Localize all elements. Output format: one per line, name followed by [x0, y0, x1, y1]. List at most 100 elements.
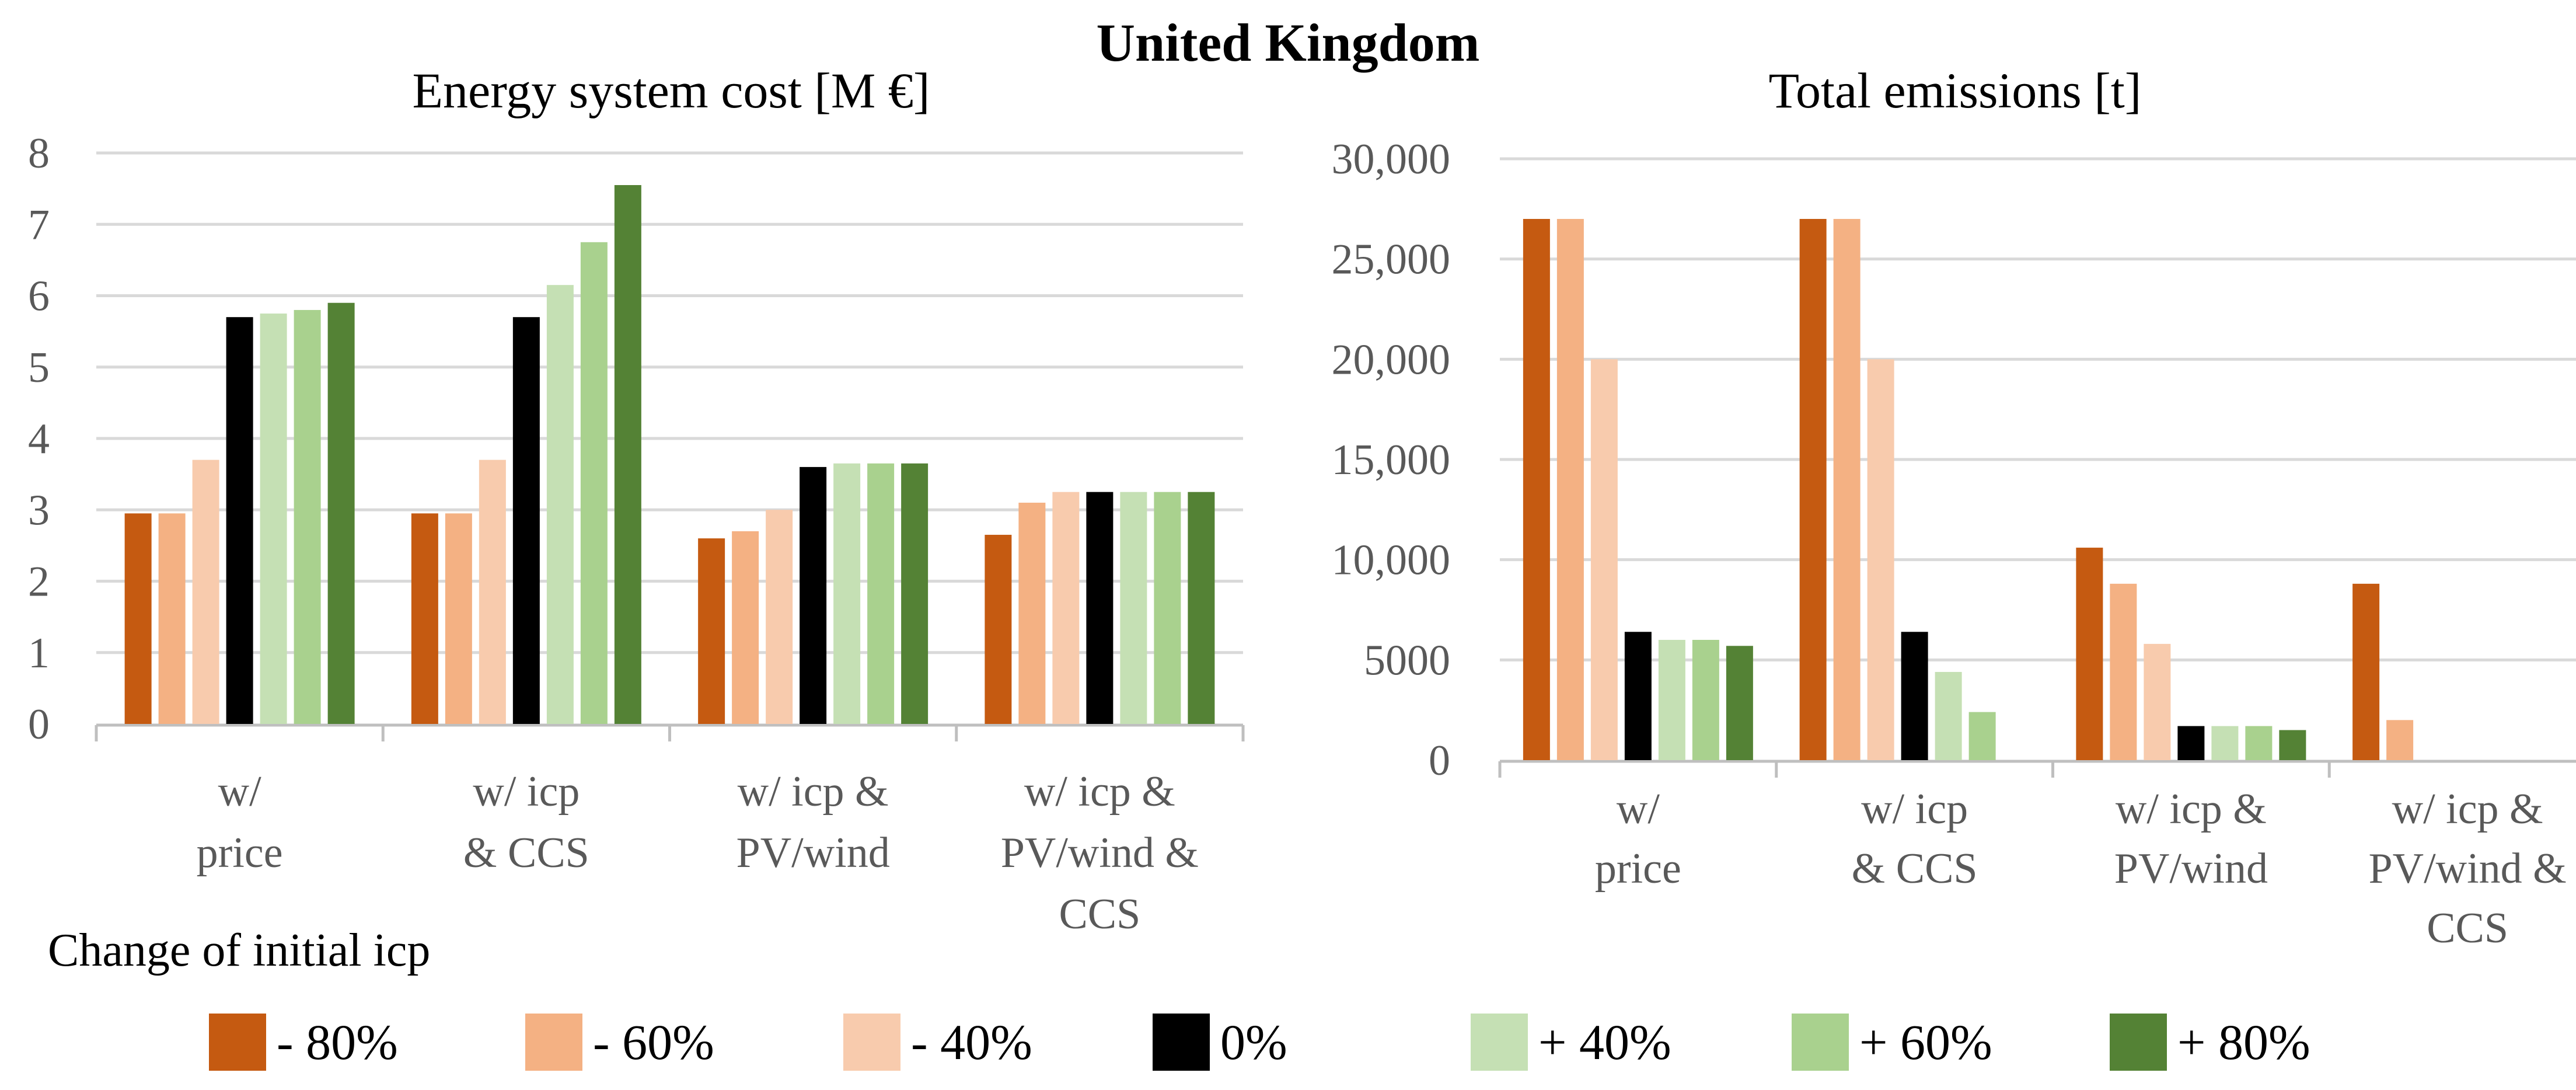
y-tick-label: 2 — [28, 558, 50, 606]
y-tick-label: 10,000 — [1332, 537, 1451, 584]
y-tick-label: 5000 — [1364, 636, 1450, 684]
bar — [732, 531, 759, 724]
bar — [546, 285, 574, 725]
bar — [1867, 359, 1894, 760]
legend-item: 0% — [1153, 1010, 1287, 1074]
figure-title: United Kingdom — [1096, 13, 1480, 72]
y-tick-label: 6 — [28, 273, 50, 321]
category-label: PV/wind — [737, 829, 890, 877]
bar — [411, 513, 438, 724]
y-tick-label: 8 — [28, 130, 50, 177]
legend-item: + 80% — [2110, 1010, 2310, 1074]
legend-swatch — [209, 1014, 266, 1071]
legend-swatch — [2110, 1014, 2167, 1071]
bar — [1052, 492, 1080, 724]
category-label: price — [197, 829, 283, 877]
energy-cost-chart: 0 1 2 3 4 5 6 7 8 w/price w/ icp & CCS w/ icp & PV/wi… — [28, 130, 1245, 938]
bar — [2279, 730, 2306, 760]
bar — [2386, 720, 2414, 760]
y-tick-label: 15,000 — [1332, 436, 1451, 484]
bar — [2177, 726, 2205, 760]
bar — [1799, 219, 1827, 760]
bar — [1556, 219, 1584, 760]
legend-swatch — [1471, 1014, 1528, 1071]
bar — [614, 185, 641, 724]
y-tick-label: 30,000 — [1332, 135, 1451, 183]
bar — [124, 513, 152, 724]
bar — [1590, 359, 1618, 760]
bar — [2110, 583, 2137, 760]
y-tick-label: 0 — [28, 701, 50, 748]
legend-swatch — [1792, 1014, 1849, 1071]
legend-item: - 40% — [843, 1010, 1032, 1074]
category-label: w/ icp & — [1024, 768, 1175, 816]
legend-swatch — [525, 1014, 582, 1071]
category-label: w/ icp & — [2392, 785, 2543, 833]
bar — [1188, 492, 1215, 724]
y-tick-label: 25,000 — [1332, 236, 1451, 284]
category-label: PV/wind & — [2369, 845, 2567, 893]
category-label: CCS — [1059, 890, 1140, 938]
bar — [1901, 632, 1928, 760]
category-label: w/ icp & — [738, 768, 889, 816]
category-label: CCS — [2427, 904, 2508, 952]
bar — [800, 466, 827, 724]
bar — [2211, 726, 2239, 760]
bar — [2144, 643, 2171, 760]
bar — [833, 463, 861, 724]
legend-label: - 40% — [911, 1014, 1032, 1070]
y-tick-label: 5 — [28, 344, 50, 392]
category-label: w/ icp — [1861, 785, 1968, 833]
bar — [260, 314, 287, 724]
bar — [1086, 492, 1114, 724]
legend-item: + 60% — [1792, 1010, 1992, 1074]
bar — [867, 463, 895, 724]
chart-title-emissions: Total emissions [t] — [1768, 62, 2142, 119]
bar — [1018, 503, 1046, 724]
bar — [1968, 712, 1996, 760]
legend: - 80% - 60% - 40% 0% + 40% + 60% + 80% — [0, 1010, 2576, 1080]
legend-item: + 40% — [1471, 1010, 1671, 1074]
bar — [1833, 219, 1861, 760]
legend-item: - 60% — [525, 1010, 714, 1074]
legend-label: - 80% — [277, 1014, 398, 1070]
legend-swatch — [1153, 1014, 1210, 1071]
bar — [1523, 219, 1550, 760]
bar — [327, 302, 355, 724]
bar — [1624, 632, 1652, 760]
legend-label: 0% — [1220, 1014, 1287, 1070]
bar — [698, 538, 725, 724]
bar — [192, 459, 219, 724]
category-label: PV/wind & — [1001, 829, 1199, 877]
category-label: w/ icp — [473, 768, 580, 816]
bar — [1692, 640, 1719, 760]
legend-title: Change of initial icp — [48, 925, 431, 976]
bar — [766, 510, 793, 724]
category-label: PV/wind — [2114, 845, 2268, 893]
y-tick-label: 1 — [28, 629, 50, 677]
bar — [2245, 726, 2273, 760]
category-label: & CCS — [1852, 845, 1978, 893]
bar — [580, 242, 608, 724]
category-label: price — [1595, 845, 1681, 893]
legend-label: + 40% — [1538, 1014, 1671, 1070]
y-tick-label: 20,000 — [1332, 336, 1451, 384]
bar — [985, 535, 1012, 724]
legend-label: - 60% — [593, 1014, 714, 1070]
category-label: w/ icp & — [2116, 785, 2267, 833]
bar — [479, 459, 506, 724]
bar — [445, 513, 472, 724]
y-tick-label: 3 — [28, 486, 50, 534]
category-label: & CCS — [463, 829, 589, 877]
bar — [1154, 492, 1181, 724]
bar — [1120, 492, 1147, 724]
legend-label: + 60% — [1859, 1014, 1992, 1070]
chart-title-energy-cost: Energy system cost [M €] — [412, 62, 930, 119]
y-tick-label: 4 — [28, 415, 50, 463]
category-label: w/ — [1617, 785, 1660, 833]
bar — [1726, 646, 1753, 760]
category-label: w/ — [218, 768, 261, 816]
legend-item: - 80% — [209, 1010, 398, 1074]
bar — [294, 309, 321, 724]
